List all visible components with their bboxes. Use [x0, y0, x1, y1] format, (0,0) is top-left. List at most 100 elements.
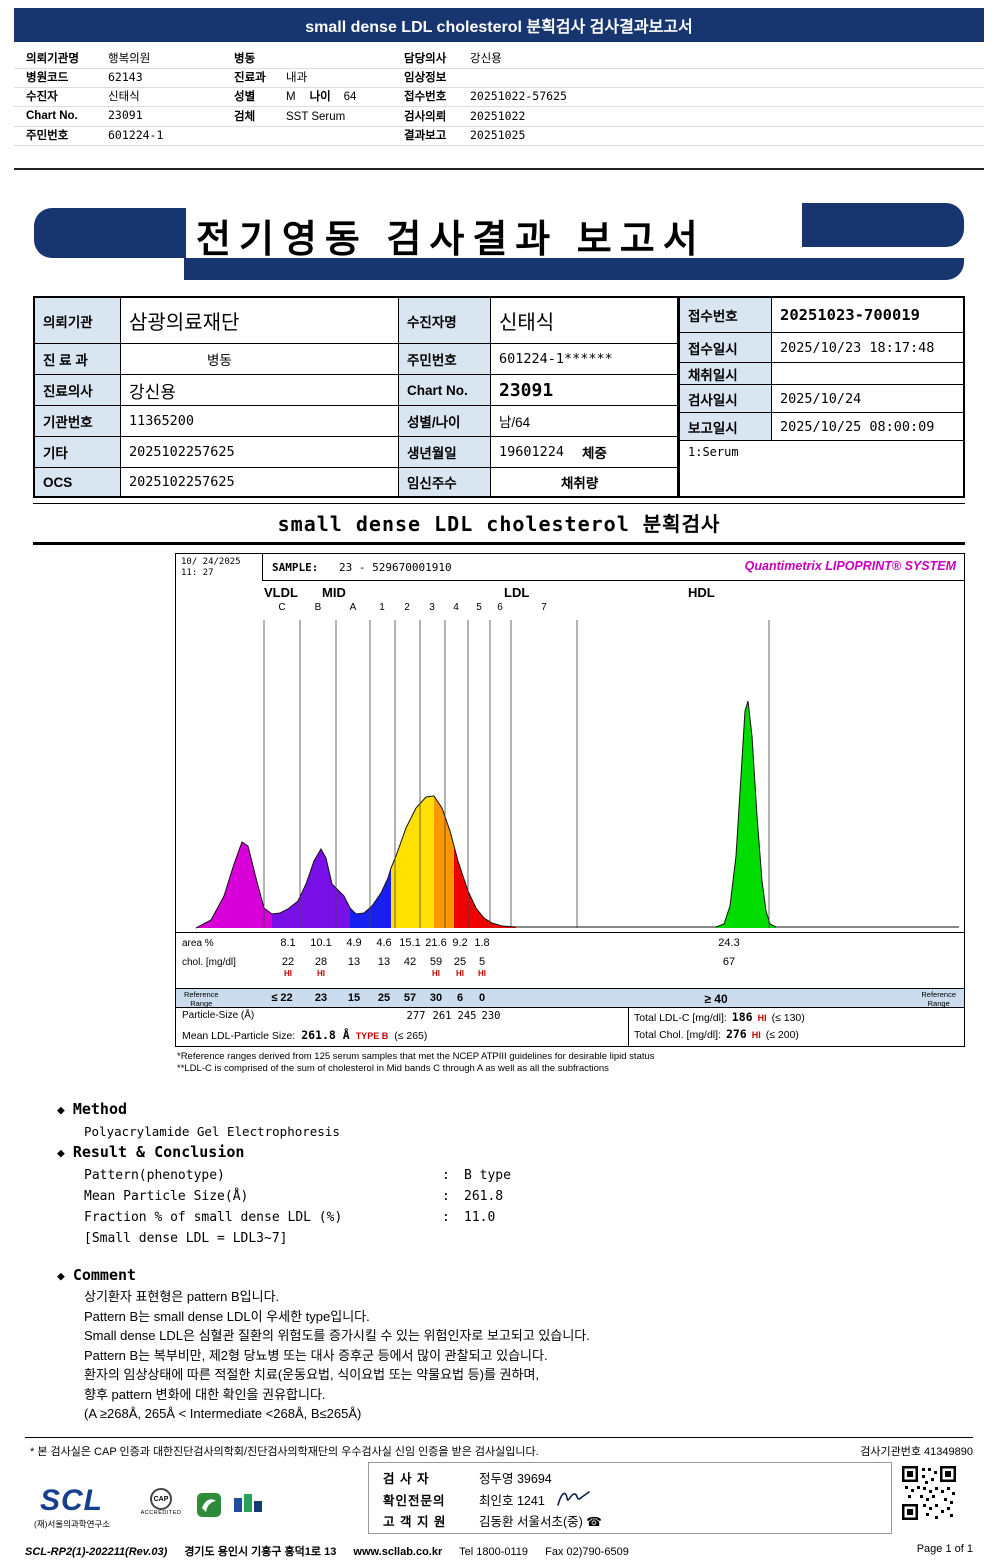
- area-value: 8.1: [280, 937, 296, 949]
- order-info-right-grid: 접수번호 20251023-700019 접수일시 2025/10/23 18:…: [678, 296, 965, 498]
- cell-label: 성별/나이: [399, 406, 491, 437]
- row-label: chol. [mg/dl]: [182, 957, 236, 968]
- cell-value-sex-age: 남/64: [491, 406, 677, 437]
- divider: [14, 145, 984, 146]
- chol-value: 13: [347, 956, 361, 968]
- cell-value-resident-no: 601224-1******: [491, 344, 677, 375]
- banner-title: 전기영동 검사결과 보고서: [196, 219, 706, 261]
- chol-value: 22 HI: [281, 956, 295, 978]
- cell-value-gestation: 채취량: [561, 476, 599, 491]
- ldl2-region: [434, 796, 454, 928]
- row-label: Particle-Size (Å): [182, 1010, 255, 1021]
- footer-address-line: SCL-RP2(1)-202211(Rev.03) 경기도 용인시 기흥구 흥덕…: [25, 1543, 643, 1559]
- cell-label: 진 료 과: [35, 344, 121, 375]
- hi-flag: HI: [751, 1030, 761, 1040]
- ref-value: 30: [429, 992, 443, 1004]
- lipoprint-chart: 10/ 24/2025 11: 27 SAMPLE: 23 - 52967000…: [175, 553, 965, 1047]
- cap-ring-icon: CAP: [150, 1488, 172, 1510]
- accreditation-mark-2-icon: [234, 1494, 262, 1512]
- field-patient: 수진자 신태식: [26, 91, 140, 103]
- cell-value-patient-name: 신태식: [491, 298, 677, 344]
- lane-grid-lines: [263, 620, 770, 928]
- order-info-table: 의뢰기관 삼광의료재단 수진자명 신태식 진 료 과 병동 주민번호 60122…: [33, 296, 965, 498]
- ref-value: 0: [478, 992, 486, 1004]
- field-ward: 병동: [234, 53, 256, 65]
- cell-value-org-no: 11365200: [121, 406, 399, 437]
- method-body: Polyacrylamide Gel Electrophoresis: [84, 1124, 340, 1139]
- chart-footnote-1: *Reference ranges derived from 125 serum…: [177, 1051, 655, 1062]
- mean-particle-row: Mean LDL-Particle Size: 261.8 Å TYPE B (…: [176, 1025, 964, 1046]
- cell-value-doctor: 강신용: [121, 375, 399, 406]
- cell-value-org: 삼광의료재단: [121, 298, 399, 344]
- comment-block: 상기환자 표현형은 pattern B입니다. Pattern B는 small…: [84, 1287, 954, 1424]
- comment-heading: ◆ Comment: [57, 1266, 137, 1284]
- verifier-row: 확인전문의 최인호 1241: [383, 1489, 593, 1509]
- total-ldl-c: Total LDL-C [mg/dl]: 186 HI (≤ 130): [634, 1010, 805, 1024]
- hdl-peak: [716, 701, 776, 928]
- field-doctor: 담당의사 강신용: [404, 53, 502, 65]
- cell-value-etc: 2025102257625: [121, 437, 399, 468]
- area-percent-row: area % 8.1 10.1 4.9 4.6 15.1 21.6 9.2 1.…: [176, 932, 964, 954]
- sub-lane-label: 3: [429, 602, 435, 613]
- lab-address: 경기도 용인시 기흥구 흥덕1로 13: [184, 1546, 337, 1558]
- lab-tel: Tel 1800-0119: [459, 1546, 529, 1558]
- particle-size-value: 230: [481, 1010, 501, 1022]
- staff-info-box: 검 사 자 정두영 39694 확인전문의 최인호 1241 고 객 지 원 김…: [368, 1462, 892, 1534]
- ref-value: 23: [314, 992, 328, 1004]
- comment-line: 환자의 임상상태에 따른 적절한 치료(운동요법, 식이요법 또는 약물요법 등…: [84, 1367, 540, 1382]
- field-hospital-code: 병원코드 62143: [26, 70, 143, 84]
- divider: [25, 1437, 973, 1438]
- chol-value: 28 HI: [314, 956, 328, 978]
- cell-label: OCS: [35, 468, 121, 496]
- section-title: small dense LDL cholesterol 분획검사: [277, 512, 721, 536]
- row-label: Reference Range: [184, 990, 219, 1008]
- qr-code: [902, 1466, 956, 1520]
- hi-flag: HI: [317, 969, 325, 978]
- particle-size-value: 261: [432, 1010, 452, 1022]
- cell-label: 검사일시: [680, 385, 772, 413]
- diamond-icon: ◆: [57, 1269, 65, 1284]
- cell-label: 임신주수: [399, 468, 491, 496]
- chol-value: 59 HI: [429, 956, 443, 978]
- divider: [14, 87, 984, 88]
- cell-label: 채취일시: [680, 363, 772, 385]
- report-banner: 전기영동 검사결과 보고서: [14, 196, 984, 286]
- support-row: 고 객 지 원 김동환 서울서초(중) ☎: [383, 1515, 602, 1529]
- cell-value-reported-dt: 2025/10/25 08:00:09: [772, 413, 963, 441]
- area-value: 21.6: [425, 937, 447, 949]
- accreditation-mark-1-icon: [197, 1493, 221, 1517]
- result-rows: Pattern(phenotype): B type Mean Particle …: [84, 1168, 511, 1252]
- cap-accredited-logo: CAP ACCREDITED: [138, 1488, 184, 1516]
- lab-fax: Fax 02)790-6509: [545, 1546, 629, 1558]
- field-department: 진료과 내과: [234, 72, 308, 84]
- chart-datetime: 10/ 24/2025 11: 27: [181, 557, 241, 578]
- lane-label-mid: MID: [322, 585, 346, 600]
- divider: [262, 580, 964, 581]
- vldl-peak: [196, 842, 272, 928]
- particle-size-value: 245: [457, 1010, 477, 1022]
- ldl1-region: [391, 796, 434, 928]
- hi-flag: HI: [757, 1013, 767, 1023]
- diamond-icon: ◆: [57, 1146, 65, 1161]
- field-sex-age: 성별 M 나이 64: [234, 91, 357, 103]
- signature: [556, 1491, 590, 1506]
- field-reported-date: 결과보고 20251025: [404, 128, 526, 142]
- comment-line: 향후 pattern 변화에 대한 확인을 권유합니다.: [84, 1386, 326, 1402]
- cell-label: 보고일시: [680, 413, 772, 441]
- lane-label-ldl: LDL: [504, 585, 530, 600]
- ref-value: ≤ 22: [271, 992, 293, 1004]
- chart-sample: SAMPLE: 23 - 529670001910: [272, 561, 452, 574]
- sub-lane-label: 5: [476, 602, 482, 613]
- result-heading: ◆ Result & Conclusion: [57, 1143, 245, 1161]
- comment-line: (A ≥268Å, 265Å < Intermediate <268Å, B≤2…: [84, 1406, 362, 1421]
- method-heading: ◆ Method: [57, 1100, 128, 1118]
- particle-size-value: 277: [406, 1010, 426, 1022]
- chart-footnote-2: **LDL-C is comprised of the sum of chole…: [177, 1063, 609, 1074]
- lane-label-vldl: VLDL: [264, 585, 298, 600]
- scl-logo-subtext: (재)서울의과학연구소: [34, 1519, 111, 1529]
- diamond-icon: ◆: [57, 1103, 65, 1118]
- report-title-bar: small dense LDL cholesterol 분획검사 검사결과보고서: [14, 8, 984, 42]
- lane-label-hdl: HDL: [688, 585, 715, 600]
- ldl3-4-region: [454, 846, 516, 928]
- order-info-left-grid: 의뢰기관 삼광의료재단 수진자명 신태식 진 료 과 병동 주민번호 60122…: [33, 296, 679, 498]
